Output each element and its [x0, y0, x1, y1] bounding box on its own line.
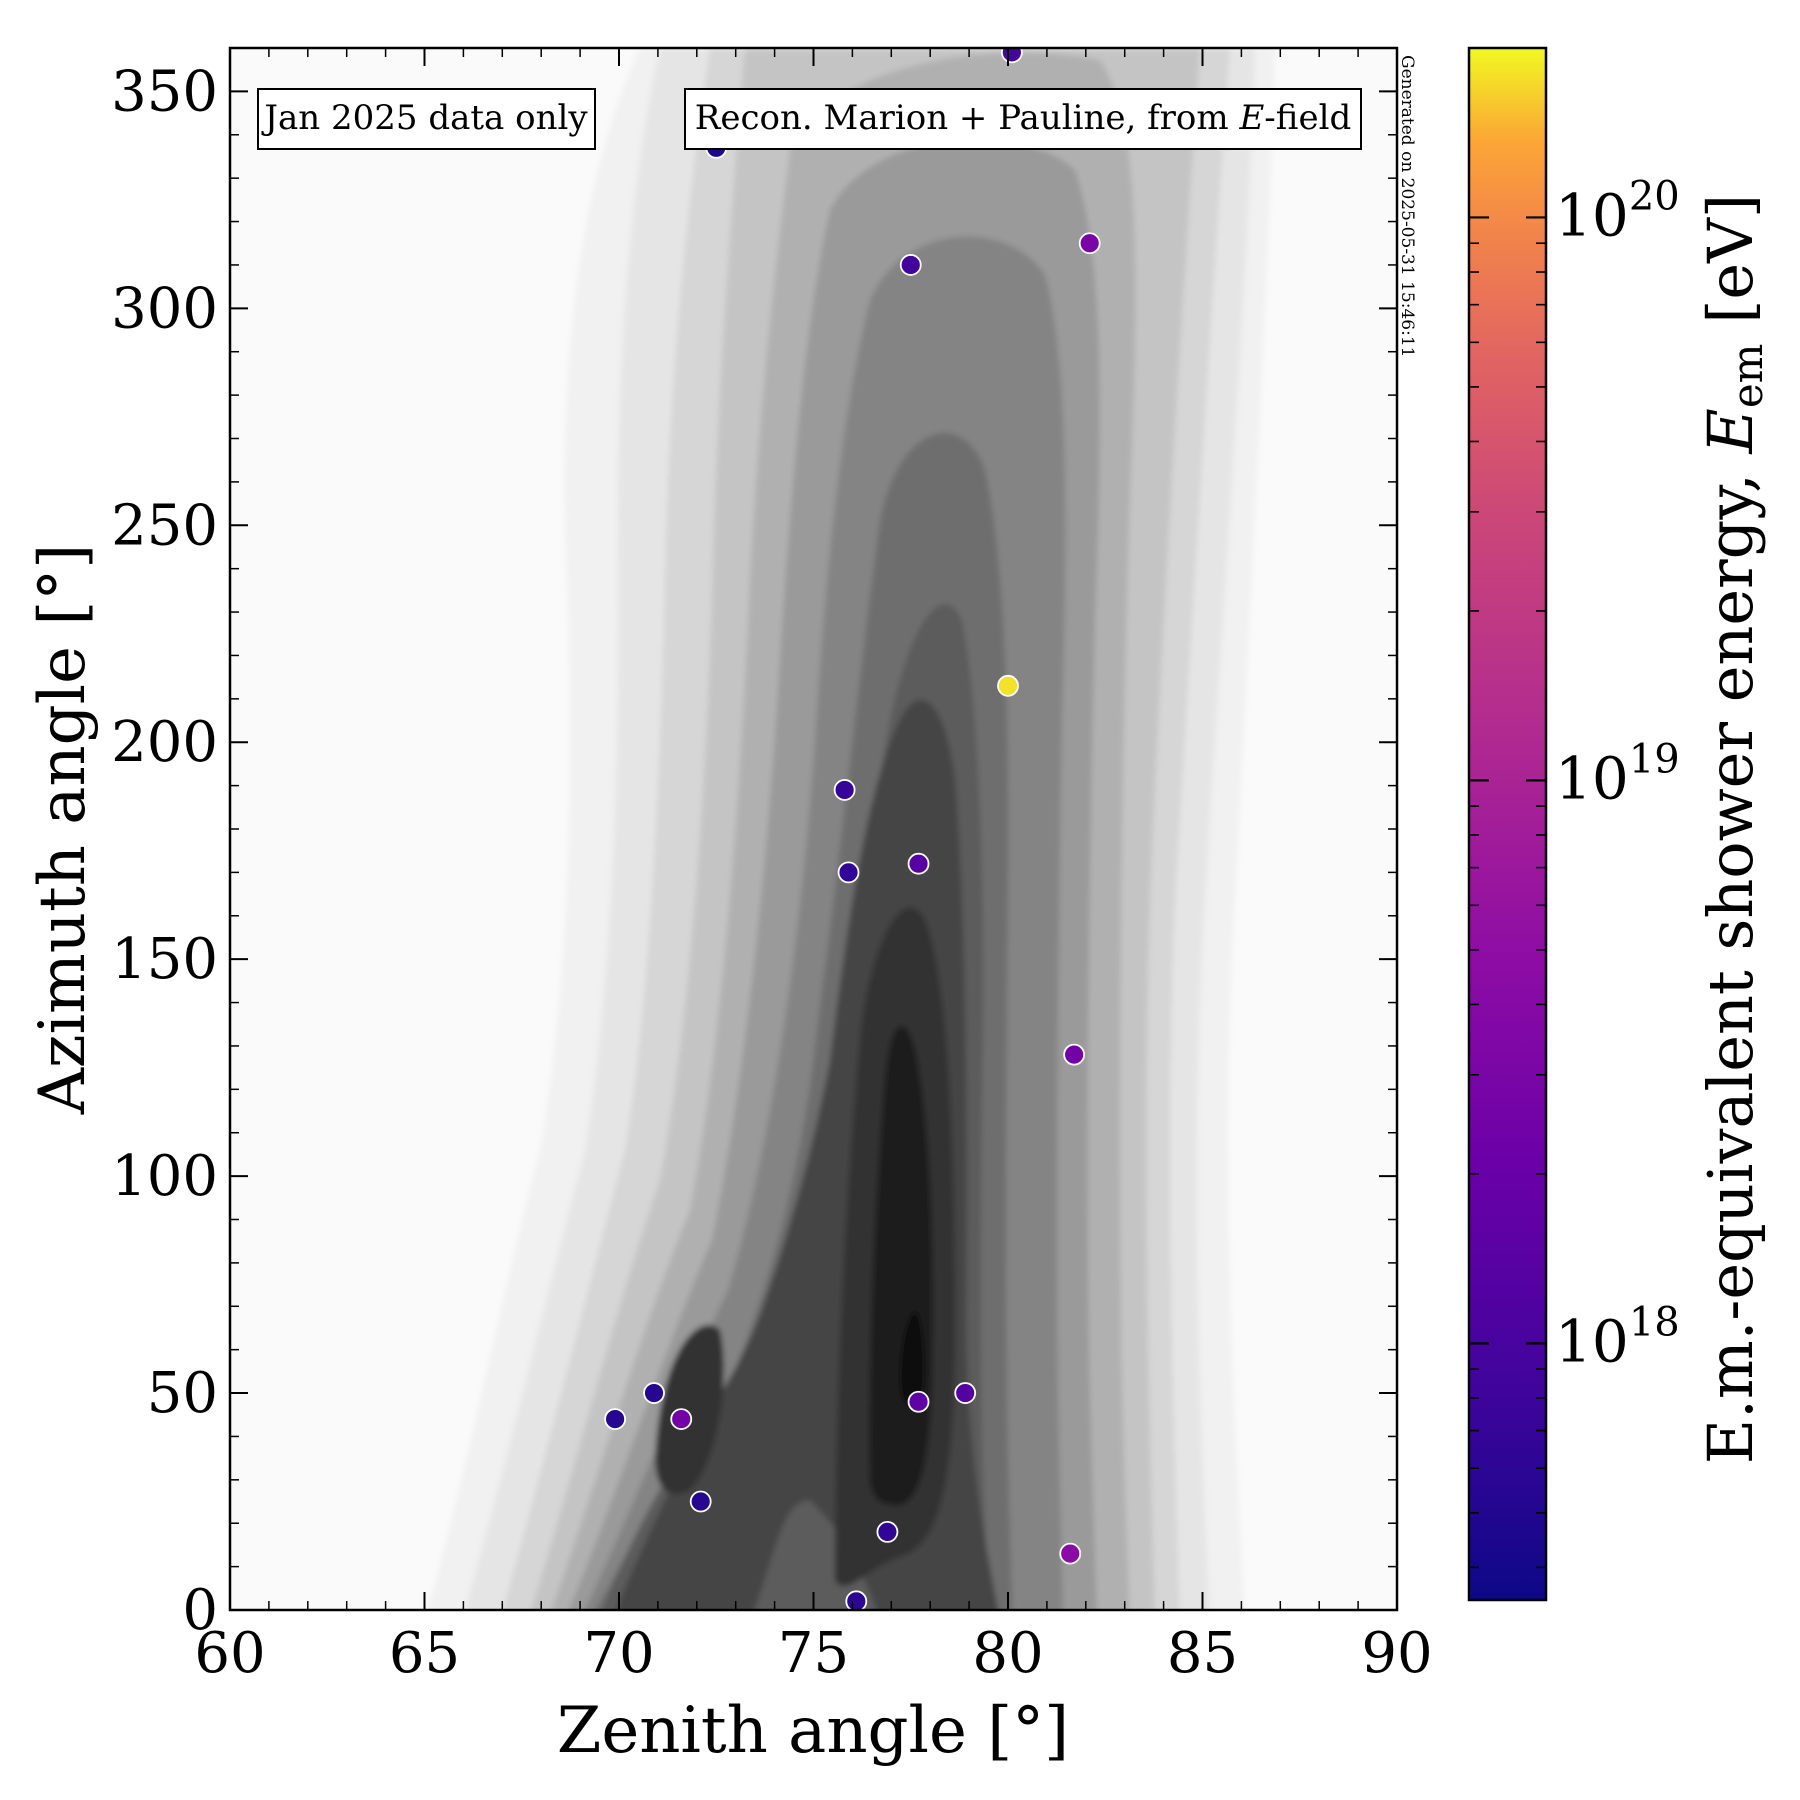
colorbar-label-prefix: E.m.-equivalent shower energy, [1694, 453, 1767, 1464]
annotation-data-period: Jan 2025 data only [257, 88, 596, 150]
colorbar-label-suffix: [eV] [1694, 194, 1767, 344]
x-tick-label: 90 [1361, 1621, 1432, 1686]
colorbar-label-subscript: em [1723, 343, 1772, 408]
data-point-10 [604, 1408, 627, 1430]
y-tick-label: 50 [147, 1361, 218, 1426]
density-contours [427, 48, 1275, 1610]
data-point-8 [1063, 1043, 1086, 1066]
x-axis-label: Zenith angle [°] [557, 1694, 1069, 1768]
data-point-9 [643, 1382, 665, 1404]
annotation-reconstruction-italic: E [1238, 98, 1264, 138]
colorbar-label-symbol: E [1694, 408, 1767, 454]
colorbar-tick-labels: 1018 1019 1020 [1555, 173, 1680, 1375]
x-tick-label: 70 [583, 1621, 654, 1686]
generated-timestamp: Generated on 2025-05-31 15:46:11 [1397, 55, 1417, 357]
y-tick-labels: 0 50 100 150 200 250 300 350 [111, 59, 218, 1643]
y-tick-label: 150 [111, 927, 218, 992]
x-tick-label: 75 [778, 1621, 849, 1686]
data-point-11 [670, 1408, 693, 1430]
colorbar-label: E.m.-equivalent shower energy, Eem [eV] [1694, 194, 1772, 1464]
annotation-data-period-box [257, 88, 596, 150]
y-tick-label: 0 [182, 1578, 218, 1643]
y-tick-label: 100 [111, 1144, 218, 1209]
x-tick-label: 85 [1167, 1621, 1238, 1686]
colorbar-tick-label: 1020 [1555, 173, 1680, 249]
annotation-data-period-text: Jan 2025 data only [261, 98, 588, 138]
y-tick-label: 250 [111, 493, 218, 558]
colorbar-tick-label: 1018 [1555, 1299, 1680, 1375]
annotation-reconstruction-text: Recon. Marion + Pauline, from E-field [695, 98, 1351, 138]
data-point-5 [833, 779, 856, 801]
colorbar-tick-label: 1019 [1555, 736, 1680, 812]
plot-area [228, 46, 1399, 1612]
data-point-12 [907, 1390, 930, 1413]
x-tick-label: 60 [194, 1621, 265, 1686]
x-tick-label: 65 [389, 1621, 460, 1686]
data-point-6 [837, 861, 860, 884]
data-point-4 [997, 674, 1019, 697]
y-axis-label: Azimuth angle [°] [26, 544, 100, 1116]
data-point-17 [845, 1590, 868, 1610]
data-point-2 [899, 254, 922, 276]
axis-ticks [229, 47, 1398, 1611]
data-point-0 [1000, 48, 1023, 64]
annotation-reconstruction-box [684, 88, 1362, 150]
annotation-reconstruction-prefix: Recon. Marion + Pauline, from [695, 98, 1240, 138]
density-contour-level-11 [655, 1325, 724, 1494]
colorbar-gradient [1467, 46, 1548, 1602]
colorbar: 1018 1019 1020 E.m.-equivalent shower ener… [1467, 46, 1772, 1602]
data-point-15 [876, 1521, 899, 1543]
colorbar-ticks [1469, 47, 1546, 1569]
data-point-13 [954, 1382, 977, 1404]
x-tick-label: 80 [972, 1621, 1043, 1686]
y-tick-label: 200 [111, 710, 218, 775]
annotation-reconstruction-suffix: -field [1264, 98, 1351, 138]
density-contour-level-14 [900, 1310, 925, 1407]
y-tick-label: 300 [111, 276, 218, 341]
data-point-16 [1059, 1542, 1082, 1565]
data-point-14 [689, 1490, 712, 1513]
y-tick-label: 350 [111, 59, 218, 124]
x-tick-labels: 60 65 70 75 80 85 90 [194, 1621, 1432, 1686]
annotation-reconstruction: Recon. Marion + Pauline, from E-field [684, 88, 1362, 150]
data-point-7 [907, 852, 930, 875]
data-point-3 [1078, 232, 1101, 255]
